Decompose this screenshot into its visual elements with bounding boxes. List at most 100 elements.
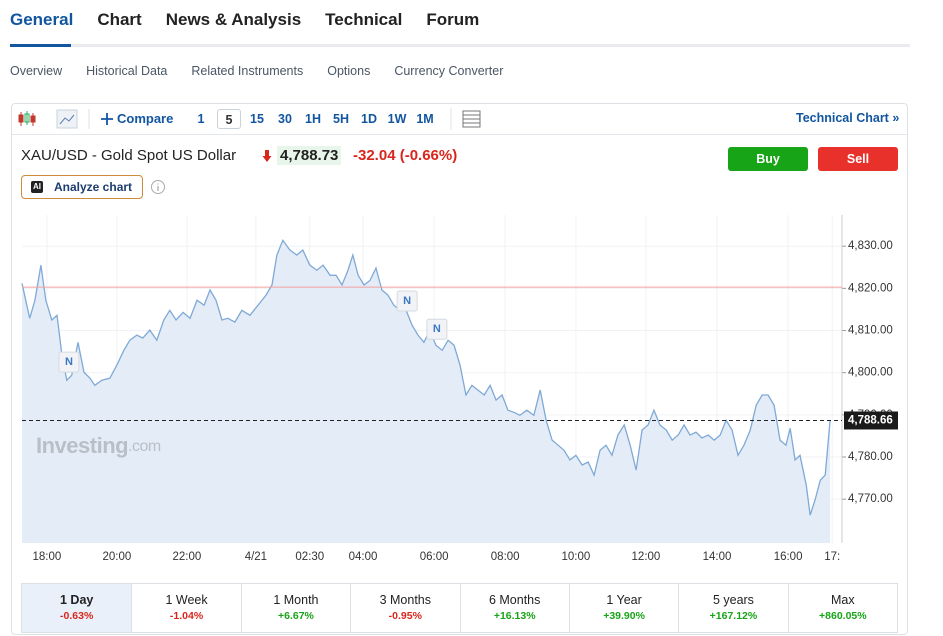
period-label: 1 Day bbox=[60, 593, 94, 607]
period-cell[interactable]: Max +860.05% bbox=[787, 584, 897, 632]
period-cell[interactable]: 1 Week -1.04% bbox=[131, 584, 240, 632]
sell-button[interactable]: Sell bbox=[818, 147, 898, 171]
instrument-name: XAU/USD - Gold Spot US Dollar bbox=[21, 147, 237, 164]
y-tick-label: 4,770.00 bbox=[848, 493, 893, 505]
interval-button[interactable]: 1W bbox=[387, 112, 407, 126]
main-tabs: General Chart News & Analysis Technical Foru… bbox=[10, 10, 479, 44]
price-chart: 18:00 20:00 22:00 4/21 02:30 04:00 06:00 08:00 1… bbox=[21, 215, 898, 563]
sub-tab[interactable]: Related Instruments bbox=[191, 64, 304, 78]
x-tick-label: 10:00 bbox=[562, 551, 591, 563]
period-change: +39.90% bbox=[603, 610, 645, 622]
watermark-suffix: .com bbox=[128, 438, 161, 455]
news-marker-label: N bbox=[65, 356, 73, 368]
x-tick-label: 22:00 bbox=[173, 551, 202, 563]
compare-button[interactable]: Compare bbox=[117, 111, 174, 126]
down-arrow bbox=[262, 150, 272, 162]
period-label: 6 Months bbox=[488, 593, 541, 607]
interval-button[interactable]: 5 bbox=[217, 109, 241, 129]
performance-periods: 1 Day -0.63% 1 Week -1.04% 1 Month +6.67% 3 Mo… bbox=[21, 583, 898, 633]
y-tick-label: 4,800.00 bbox=[848, 367, 893, 379]
interval-button[interactable]: 5H bbox=[333, 112, 349, 126]
tab[interactable]: News & Analysis bbox=[165, 10, 302, 29]
news-marker-label: N bbox=[433, 323, 441, 335]
area-fill bbox=[22, 240, 831, 543]
info-icon[interactable] bbox=[150, 179, 166, 195]
x-tick-label: 20:00 bbox=[102, 551, 131, 563]
x-tick-label: 04:00 bbox=[349, 551, 378, 563]
change-value: -32.04 bbox=[353, 147, 396, 164]
technical-chart-link[interactable]: Technical Chart » bbox=[796, 111, 900, 125]
news-marker-label: N bbox=[403, 295, 411, 307]
interval-button[interactable]: 30 bbox=[278, 112, 292, 126]
watermark: Investing.com bbox=[36, 433, 161, 458]
last-price-tag bbox=[844, 411, 898, 430]
period-label: 3 Months bbox=[379, 593, 432, 607]
period-cell[interactable]: 5 years +167.12% bbox=[678, 584, 787, 632]
period-change: -0.95% bbox=[388, 610, 422, 622]
sub-tab[interactable]: Options bbox=[327, 64, 371, 78]
period-cell[interactable]: 3 Months -0.95% bbox=[350, 584, 459, 632]
period-change: +167.12% bbox=[709, 610, 758, 622]
period-label: 1 Week bbox=[165, 593, 208, 607]
analyze-chart-button[interactable]: AI Analyze chart bbox=[21, 175, 143, 199]
sub-tabs: Overview Historical Data Related Instrumen… bbox=[10, 64, 503, 78]
watermark-text: Investing bbox=[36, 433, 128, 458]
analyze-label: Analyze chart bbox=[54, 180, 133, 194]
active-tab-underline bbox=[10, 44, 71, 47]
period-cell[interactable]: 1 Year +39.90% bbox=[568, 584, 678, 632]
sub-tab[interactable]: Overview bbox=[10, 64, 63, 78]
tab[interactable]: Chart bbox=[97, 10, 142, 29]
y-tick-label: 4,810.00 bbox=[848, 325, 893, 337]
interval-button[interactable]: 15 bbox=[250, 112, 264, 126]
period-change: -0.63% bbox=[60, 610, 94, 622]
buy-button[interactable]: Buy bbox=[728, 147, 808, 171]
period-change: -1.04% bbox=[169, 610, 204, 622]
interval-button[interactable]: 1H bbox=[305, 112, 321, 126]
period-cell[interactable]: 1 Day -0.63% bbox=[22, 584, 132, 632]
period-change: +6.67% bbox=[277, 610, 314, 622]
x-tick-label: 18:00 bbox=[32, 551, 61, 563]
ai-badge: AI bbox=[31, 181, 43, 193]
toolbar-rule bbox=[12, 134, 907, 135]
x-tick-label: 4/21 bbox=[245, 551, 267, 563]
interval-button[interactable]: 1D bbox=[361, 112, 377, 126]
news-marker bbox=[426, 318, 448, 340]
table-icon[interactable] bbox=[450, 108, 484, 130]
last-price-label: 4,788.66 bbox=[848, 415, 893, 427]
news-marker bbox=[396, 290, 418, 312]
tab[interactable]: Forum bbox=[426, 10, 480, 29]
x-tick-label: 14:00 bbox=[703, 551, 732, 563]
sub-tab[interactable]: Historical Data bbox=[86, 64, 168, 78]
chart-type-icons[interactable] bbox=[18, 109, 90, 129]
period-cell[interactable]: 6 Months +16.13% bbox=[459, 584, 569, 632]
change-percent: (-0.66%) bbox=[399, 147, 458, 164]
x-tick-label: 17: bbox=[824, 551, 840, 563]
y-tick-label: 4,780.00 bbox=[848, 451, 893, 463]
interval-button[interactable]: 1 bbox=[197, 112, 205, 126]
period-cell[interactable]: 1 Month +6.67% bbox=[240, 584, 350, 632]
x-tick-label: 16:00 bbox=[774, 551, 803, 563]
interval-buttons: 1 5 15 30 1H 5H 1D 1W 1M bbox=[189, 109, 437, 129]
plus-icon bbox=[101, 113, 113, 125]
period-label: 1 Year bbox=[606, 593, 642, 607]
y-tick-label: 4,820.00 bbox=[848, 282, 893, 294]
tab[interactable]: General bbox=[10, 10, 74, 29]
x-tick-label: 06:00 bbox=[420, 551, 449, 563]
news-marker bbox=[58, 351, 80, 373]
tab[interactable]: Technical bbox=[325, 10, 403, 29]
period-label: 1 Month bbox=[273, 593, 319, 607]
sub-tab[interactable]: Currency Converter bbox=[394, 64, 504, 78]
period-label: 5 years bbox=[712, 593, 754, 607]
price-line bbox=[21, 238, 831, 516]
period-change: +860.05% bbox=[819, 610, 867, 622]
tab-rule bbox=[10, 44, 910, 47]
chart-card bbox=[11, 103, 908, 635]
x-tick-label: 02:30 bbox=[295, 551, 324, 563]
x-tick-label: 12:00 bbox=[632, 551, 661, 563]
period-change: +16.13% bbox=[493, 610, 536, 622]
x-tick-label: 08:00 bbox=[491, 551, 520, 563]
interval-button[interactable]: 1M bbox=[416, 112, 434, 126]
y-tick-label: 4,830.00 bbox=[848, 240, 893, 252]
price-change: -32.04 (-0.66%) bbox=[353, 147, 457, 164]
